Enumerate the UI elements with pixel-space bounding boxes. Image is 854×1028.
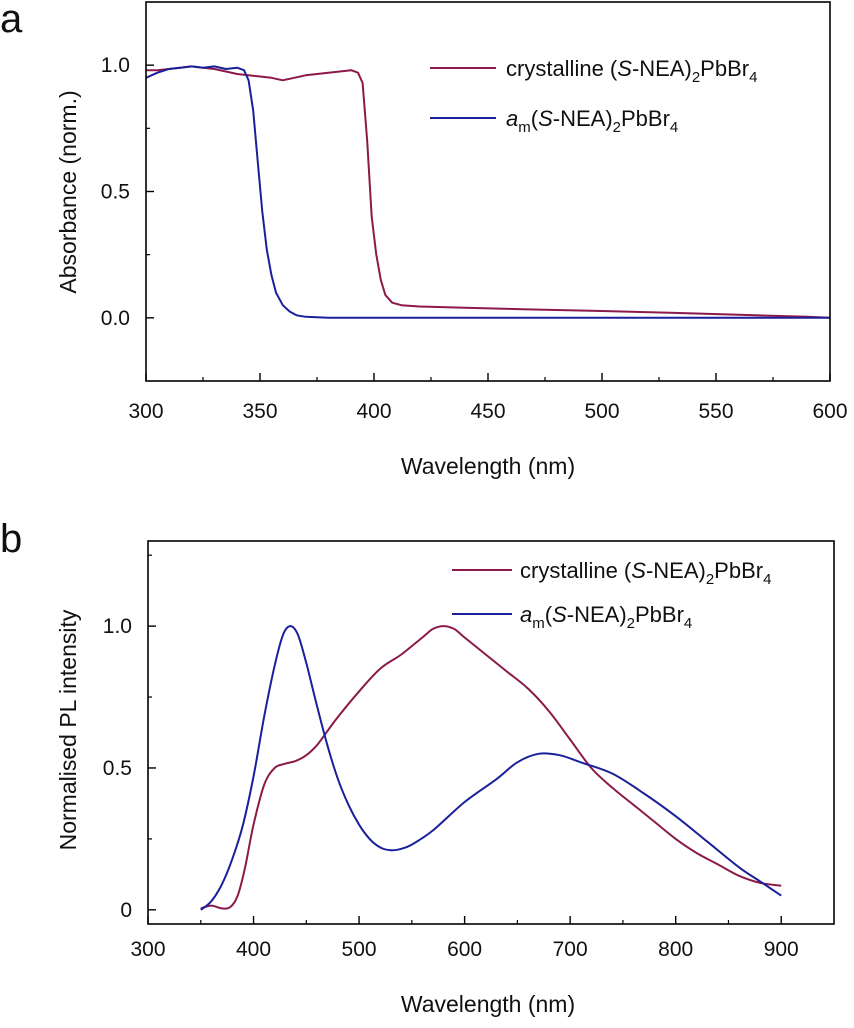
panel-a-x-tick-labels: 300 350 400 450 500 550 600 [128,400,847,423]
panel-b-letter: b [0,517,22,561]
panel-b-y-tick-label: 0.5 [103,757,132,780]
panel-b-x-tick-label: 400 [236,938,271,961]
panel-a-legend: crystalline (S-NEA)2PbBr4 am(S-NEA)2PbBr… [430,56,757,136]
panel-a-x-axis-title: Wavelength (nm) [401,453,575,479]
panel-b-x-tick-label: 900 [764,938,799,961]
panel-a-legend-label-amorphous: am(S-NEA)2PbBr4 [506,106,678,136]
panel-b-x-tick-labels: 300 400 500 600 700 800 900 [130,938,798,961]
panel-a-y-tick-label: 0.5 [101,181,130,204]
panel-a-y-axis-title: Absorbance (norm.) [55,90,81,293]
panel-a-series-line-crystalline [146,65,831,319]
panel-b-x-tick-label: 600 [447,938,482,961]
panel-b-series-lines [200,625,782,911]
panel-a-x-tick-label: 300 [128,400,163,423]
panel-b-x-tick-label: 500 [342,938,377,961]
panel-a-x-tick-label: 450 [470,400,505,423]
panel-b-ticks [147,554,782,924]
panel-b-y-axis-title: Normalised PL intensity [55,609,81,850]
panel-a-series-lines [145,65,831,319]
panel-b-y-tick-label: 1.0 [103,615,132,638]
panel-b-y-tick-labels: 0 0.5 1.0 [103,615,132,922]
panel-a-ticks [145,64,831,381]
panel-a-x-tick-label: 500 [584,400,619,423]
panel-b-legend-label-amorphous: am(S-NEA)2PbBr4 [520,602,692,632]
panel-a-x-tick-label: 400 [356,400,391,423]
panel-b-legend: crystalline (S-NEA)2PbBr4 am(S-NEA)2PbBr… [452,558,771,632]
panel-b-x-tick-label: 700 [553,938,588,961]
panel-b-series-line-crystalline [200,625,782,910]
panel-b-x-tick-label: 800 [658,938,693,961]
panel-b-pl-chart: b 300 400 500 600 700 800 900 0 0.5 1.0 Waveleng… [0,517,835,1017]
panel-a-y-tick-label: 1.0 [101,54,130,77]
panel-b-legend-label-crystalline: crystalline (S-NEA)2PbBr4 [520,558,771,588]
panel-a-y-tick-label: 0.0 [101,307,130,330]
panel-b-x-axis-title: Wavelength (nm) [401,991,575,1017]
panel-b-y-tick-label: 0 [120,899,132,922]
panel-a-x-tick-label: 550 [698,400,733,423]
panel-b-series-line-amorphous [200,625,782,911]
panel-b-plot-frame [147,540,835,925]
panel-a-x-tick-label: 350 [242,400,277,423]
panel-a-y-tick-labels: 0.0 0.5 1.0 [101,54,130,330]
panel-a-series-line-amorphous [145,65,830,319]
panel-a-x-tick-label: 600 [812,400,847,423]
panel-a-plot-frame [145,1,831,382]
panel-b-x-tick-label: 300 [130,938,165,961]
panel-a-legend-label-crystalline: crystalline (S-NEA)2PbBr4 [506,56,757,86]
panel-a-letter: a [0,0,23,41]
panel-a-absorbance-chart: a 300 350 400 450 500 550 600 0.0 0.5 1.0 Wavele… [0,0,848,479]
